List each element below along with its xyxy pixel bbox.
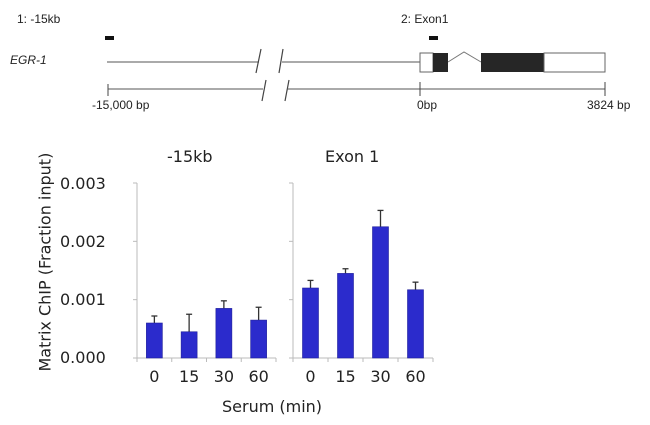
bar-1-0 [302, 287, 319, 359]
scale-zero-label: 0bp [417, 98, 438, 112]
amplicon-2-label: 2: Exon1 [401, 12, 449, 26]
gene-diagram [105, 36, 606, 102]
ytick-0.000: 0.000 [60, 348, 106, 367]
amplicon-1-marker [105, 36, 114, 40]
y-axis-label: Matrix ChIP (Fraction input) [35, 152, 55, 372]
x-tick-label: 30 [213, 367, 235, 386]
x-tick-label: 60 [405, 367, 426, 386]
bar-1-60 [407, 289, 424, 359]
bar-0-60 [250, 319, 267, 359]
x-tick-label: 60 [248, 367, 269, 386]
x-tick-label: 0 [149, 367, 160, 386]
ytick-0.003: 0.003 [60, 174, 106, 193]
x-tick-label: 0 [305, 367, 316, 386]
x-tick-label: 30 [370, 367, 391, 386]
amplicon-2-marker [429, 36, 438, 40]
x-axis-label: Serum (min) [222, 397, 323, 416]
scale-start-label: -15,000 bp [92, 98, 150, 112]
bar-1-30 [372, 226, 389, 359]
ytick-0.001: 0.001 [60, 290, 106, 309]
bar-1-15 [337, 273, 354, 359]
x-tick-label: 15 [335, 367, 356, 386]
ytick-0.002: 0.002 [60, 232, 106, 251]
scale-end-label: 3824 bp [587, 98, 631, 112]
x-tick-label: 15 [178, 367, 200, 386]
bar-0-15 [180, 331, 198, 359]
amplicon-1-label: 1: -15kb [17, 12, 61, 26]
panel-title-exon1: Exon 1 [325, 147, 380, 166]
bar-0-30 [215, 308, 233, 359]
panel-title-15kb: -15kb [167, 147, 213, 166]
bar-0-0 [146, 322, 163, 359]
gene-label: EGR-1 [10, 53, 47, 67]
